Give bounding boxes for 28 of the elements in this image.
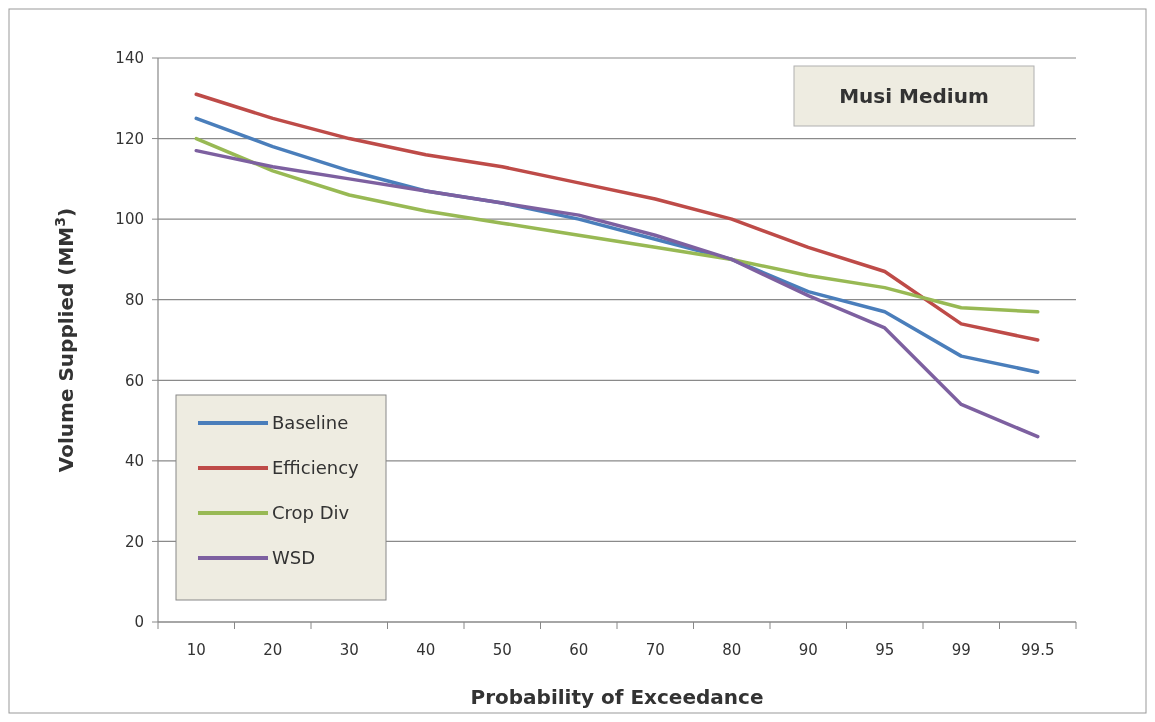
x-tick-label: 60 [569, 641, 589, 659]
x-tick-label: 99.5 [1021, 641, 1055, 659]
legend-label: WSD [272, 547, 316, 569]
y-tick-label: 0 [134, 613, 144, 632]
text: Musi Medium [839, 84, 989, 108]
y-tick-label: 20 [124, 532, 144, 551]
line-series [194, 148, 1040, 439]
x-tick-label: 40 [416, 641, 436, 659]
y-tick-label: 80 [124, 290, 144, 309]
x-tick-label: 50 [492, 641, 512, 659]
y-tick-label: 60 [124, 371, 144, 390]
legend-label: Crop Div [272, 502, 350, 524]
x-tick-label: 99 [951, 641, 971, 659]
x-tick-label: 30 [339, 641, 359, 659]
y-tick-label: 140 [115, 49, 144, 68]
y-tick-label: 100 [115, 210, 144, 229]
line-series [194, 136, 1040, 314]
x-tick-label: 10 [186, 641, 206, 659]
legend-label: Baseline [272, 412, 349, 434]
x-tick-label: 70 [645, 641, 665, 659]
y-tick-label: 120 [115, 129, 144, 148]
legend-label: Efficiency [272, 457, 360, 479]
y-tick-label: 40 [124, 452, 144, 471]
x-tick-label: 20 [263, 641, 283, 659]
x-tick-label: 80 [722, 641, 742, 659]
x-axis-title: Probability of Exceedance [470, 685, 764, 709]
x-tick-label: 95 [875, 641, 895, 659]
x-tick-label: 90 [798, 641, 818, 659]
